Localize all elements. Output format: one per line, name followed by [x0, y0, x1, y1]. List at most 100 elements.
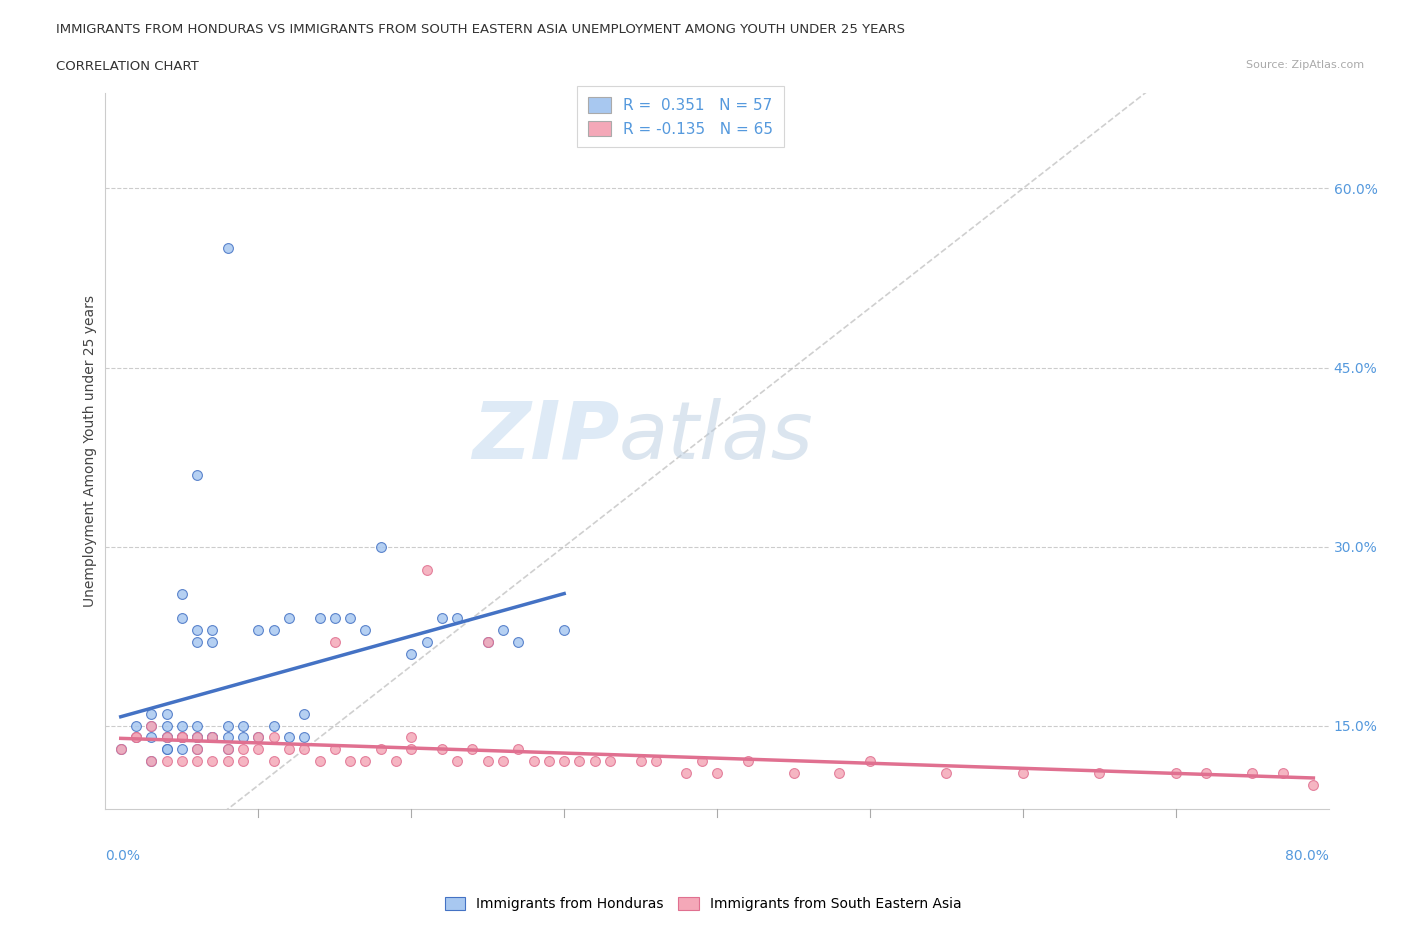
Point [278, 730, 301, 745]
Point [110, 742, 132, 757]
Point [630, 754, 652, 769]
Point [155, 706, 177, 721]
Point [247, 730, 270, 745]
Point [155, 718, 177, 733]
Point [568, 754, 591, 769]
Point [170, 730, 193, 745]
Point [508, 742, 530, 757]
Point [110, 742, 132, 757]
Point [401, 730, 423, 745]
Point [232, 754, 254, 769]
Text: atlas: atlas [619, 398, 814, 476]
Point [385, 754, 408, 769]
Point [217, 730, 239, 745]
Point [217, 754, 239, 769]
Point [125, 730, 148, 745]
Point [263, 718, 285, 733]
Point [186, 623, 208, 638]
Point [278, 742, 301, 757]
Point [415, 563, 437, 578]
Point [292, 706, 315, 721]
Point [155, 754, 177, 769]
Point [263, 754, 285, 769]
Point [186, 742, 208, 757]
Point [141, 706, 163, 721]
Point [354, 754, 377, 769]
Point [292, 730, 315, 745]
Point [1241, 766, 1264, 781]
Point [201, 623, 224, 638]
Legend: R =  0.351   N = 57, R = -0.135   N = 65: R = 0.351 N = 57, R = -0.135 N = 65 [576, 86, 783, 147]
Point [278, 611, 301, 626]
Point [477, 634, 499, 649]
Point [1302, 777, 1324, 792]
Point [737, 754, 759, 769]
Text: 0.0%: 0.0% [105, 849, 141, 863]
Point [201, 730, 224, 745]
Point [370, 742, 392, 757]
Point [125, 718, 148, 733]
Point [217, 718, 239, 733]
Point [935, 766, 957, 781]
Point [415, 634, 437, 649]
Text: Source: ZipAtlas.com: Source: ZipAtlas.com [1246, 60, 1364, 71]
Point [583, 754, 606, 769]
Point [155, 742, 177, 757]
Point [141, 730, 163, 745]
Point [186, 718, 208, 733]
Point [508, 634, 530, 649]
Point [1164, 766, 1187, 781]
Point [461, 742, 484, 757]
Point [354, 623, 377, 638]
Point [247, 623, 270, 638]
Point [186, 754, 208, 769]
Point [430, 742, 453, 757]
Text: IMMIGRANTS FROM HONDURAS VS IMMIGRANTS FROM SOUTH EASTERN ASIA UNEMPLOYMENT AMON: IMMIGRANTS FROM HONDURAS VS IMMIGRANTS F… [56, 23, 905, 36]
Point [446, 754, 468, 769]
Point [492, 754, 515, 769]
Point [323, 742, 346, 757]
Point [141, 718, 163, 733]
Point [186, 742, 208, 757]
Point [370, 539, 392, 554]
Point [201, 634, 224, 649]
Point [308, 754, 330, 769]
Point [201, 730, 224, 745]
Text: 80.0%: 80.0% [1285, 849, 1329, 863]
Point [706, 766, 728, 781]
Point [308, 611, 330, 626]
Point [523, 754, 546, 769]
Y-axis label: Unemployment Among Youth under 25 years: Unemployment Among Youth under 25 years [83, 295, 97, 607]
Point [859, 754, 882, 769]
Point [186, 730, 208, 745]
Point [232, 718, 254, 733]
Point [217, 742, 239, 757]
Point [232, 742, 254, 757]
Point [1195, 766, 1218, 781]
Point [170, 754, 193, 769]
Point [477, 634, 499, 649]
Point [232, 730, 254, 745]
Point [125, 730, 148, 745]
Point [217, 742, 239, 757]
Point [155, 730, 177, 745]
Point [170, 730, 193, 745]
Point [186, 468, 208, 483]
Point [141, 718, 163, 733]
Point [1011, 766, 1033, 781]
Text: ZIP: ZIP [472, 398, 619, 476]
Point [186, 634, 208, 649]
Point [247, 730, 270, 745]
Point [446, 611, 468, 626]
Point [339, 611, 361, 626]
Point [1088, 766, 1111, 781]
Point [170, 730, 193, 745]
Point [323, 634, 346, 649]
Point [170, 730, 193, 745]
Point [675, 766, 697, 781]
Point [599, 754, 621, 769]
Point [141, 754, 163, 769]
Point [292, 742, 315, 757]
Text: CORRELATION CHART: CORRELATION CHART [56, 60, 200, 73]
Point [477, 754, 499, 769]
